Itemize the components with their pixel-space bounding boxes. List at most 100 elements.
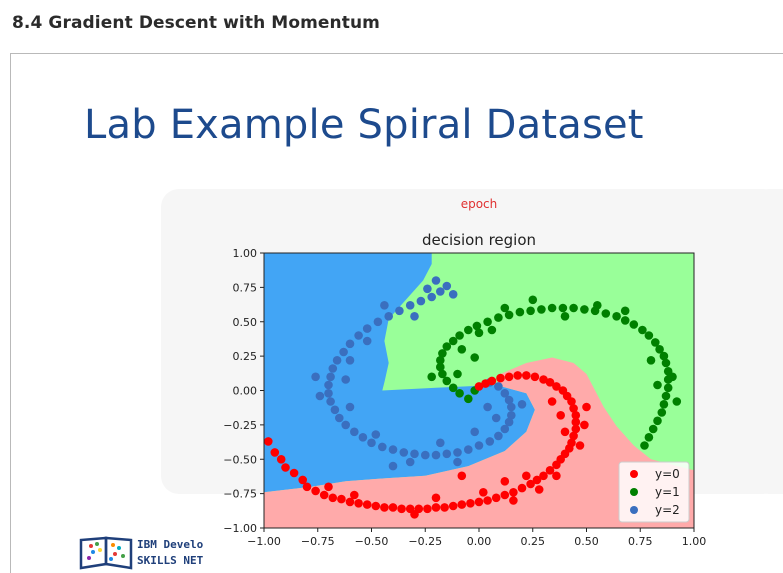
point-y2 [442,449,452,459]
point-y0 [556,411,565,420]
legend: y=0 y=1 y=2 [618,461,690,523]
point-y0 [575,441,585,450]
point-y1 [620,306,630,316]
point-y2 [354,331,363,340]
point-y0 [362,500,372,509]
point-y1 [483,317,492,327]
legend-label-y2: y=2 [655,503,680,517]
point-y1 [474,328,484,338]
chart-supertitle: epoch [461,197,498,211]
point-y1 [651,338,660,347]
point-y1 [537,305,546,314]
point-y0 [582,402,591,412]
point-y0 [474,497,484,507]
x-tick-label: −0.75 [301,535,335,548]
point-y1 [629,320,639,329]
legend-marker-y1 [630,488,638,496]
point-y1 [661,358,671,368]
point-y2 [345,402,355,412]
point-y2 [326,397,335,406]
point-y0 [545,378,555,387]
x-tick-label: 0.25 [521,535,546,548]
point-y0 [276,455,286,464]
point-y1 [558,303,568,313]
point-y2 [388,445,398,454]
point-y2 [367,438,376,448]
point-y2 [507,402,516,412]
y-tick-label: 0.75 [233,281,258,294]
point-y0 [530,372,540,382]
point-y0 [539,471,548,481]
point-y0 [483,496,492,505]
point-y1 [438,349,447,358]
point-y1 [593,301,602,310]
y-tick-label: 0.50 [233,316,258,329]
point-y0 [491,493,501,503]
point-y2 [362,324,372,333]
point-y1 [464,325,473,335]
point-y0 [532,475,542,485]
point-y2 [494,382,503,391]
point-y0 [345,497,355,507]
point-y2 [311,372,320,382]
point-y2 [332,356,342,365]
point-y2 [494,431,503,441]
x-tick-label: −0.25 [408,535,442,548]
point-y1 [644,433,654,442]
point-y2 [431,450,441,460]
point-y0 [522,371,531,380]
point-y2 [491,413,501,423]
plot-area: −1.00 −0.75 −0.50 −0.25 0.00 0.25 0.50 0.75 1.00… [223,247,706,548]
x-tick-label: 0.75 [628,535,653,548]
point-y2 [378,442,387,452]
point-y0 [448,501,458,511]
point-y1 [672,397,682,406]
skills-network-book-icon [79,536,133,570]
y-tick-label: −0.50 [223,453,257,466]
point-y1 [646,356,656,365]
point-y0 [474,382,484,391]
point-y2 [410,312,419,321]
point-y0 [500,490,510,500]
data-points [264,276,682,519]
point-y2 [504,395,514,405]
point-y0 [423,504,432,514]
point-y1 [448,383,458,393]
point-y2 [341,375,351,384]
point-y0 [328,493,338,503]
point-y1 [640,441,649,450]
y-axis-ticks: 1.00 0.75 0.50 0.25 0.00 −0.25 −0.50 −0.75 −1.00 [223,247,264,535]
point-y0 [569,431,578,441]
point-y1 [661,391,671,401]
point-y1 [638,325,647,335]
point-y0 [324,482,333,492]
slide-title: Lab Example Spiral Dataset [84,102,644,148]
point-y0 [513,371,522,380]
video-player[interactable]: Lab Example Spiral Dataset epoch decisio… [10,53,783,573]
point-y0 [571,411,581,420]
point-y0 [440,503,449,512]
point-y1 [644,331,654,340]
point-y2 [335,413,344,423]
point-y1 [560,312,570,321]
x-tick-label: 0.00 [467,535,492,548]
point-y1 [436,362,445,372]
point-y2 [388,461,398,471]
point-y0 [264,437,273,446]
point-y1 [427,372,437,382]
y-tick-label: −0.75 [223,488,257,501]
point-y1 [668,372,677,382]
point-y0 [311,486,320,496]
point-y2 [315,391,325,401]
point-y2 [362,336,372,346]
point-y0 [539,375,548,384]
point-y2 [380,301,389,310]
point-y0 [500,477,510,486]
point-y1 [457,345,467,354]
point-y0 [431,493,441,503]
point-y1 [515,307,525,317]
legend-marker-y2 [630,506,638,514]
point-y1 [659,351,669,361]
point-y1 [442,342,452,351]
point-y0 [567,438,576,448]
